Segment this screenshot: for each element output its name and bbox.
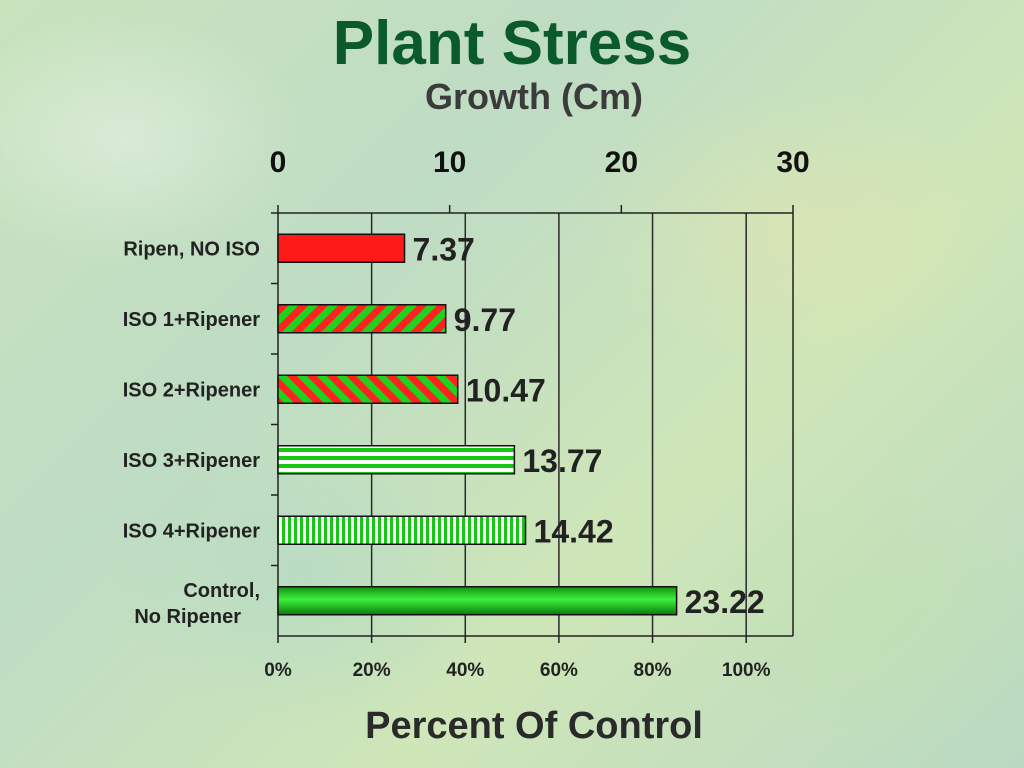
- category-labels: Ripen, NO ISO ISO 1+Ripener ISO 2+Ripener I…: [123, 238, 260, 628]
- bottom-tick-label: 20%: [353, 660, 391, 681]
- top-tick-label: 0: [270, 146, 287, 179]
- top-tick-label: 10: [433, 146, 466, 179]
- gridlines: [370, 213, 747, 636]
- value-label: 10.47: [466, 372, 546, 408]
- bottom-tick-label: 80%: [634, 660, 672, 681]
- category-label: ISO 3+Ripener: [123, 450, 260, 472]
- bottom-tick-label: 0%: [264, 660, 292, 681]
- top-tick-label: 30: [776, 146, 809, 179]
- bar: [277, 304, 447, 334]
- bars: [277, 233, 678, 616]
- bottom-axis-tick-labels: 0% 20% 40% 60% 80% 100%: [264, 660, 770, 681]
- category-label: ISO 2+Ripener: [123, 379, 260, 401]
- chart-title: Plant Stress: [333, 9, 691, 78]
- category-label: Ripen, NO ISO: [123, 238, 260, 260]
- chart-subtitle: Growth (Cm): [425, 76, 643, 117]
- category-label: ISO 1+Ripener: [123, 309, 260, 331]
- value-label: 13.77: [522, 443, 602, 479]
- bar: [277, 515, 527, 545]
- value-labels: 7.37 9.77 10.47 13.77 14.42 23.22: [413, 231, 765, 620]
- bar: [277, 586, 678, 616]
- bar: [277, 445, 516, 475]
- bottom-tick-label: 40%: [446, 660, 484, 681]
- top-axis-tick-labels: 0 10 20 30: [270, 146, 810, 179]
- value-label: 14.42: [534, 513, 614, 549]
- value-label: 23.22: [685, 584, 765, 620]
- value-label: 9.77: [454, 302, 516, 338]
- bottom-tick-label: 60%: [540, 660, 578, 681]
- top-tick-label: 20: [605, 146, 638, 179]
- value-label: 7.37: [413, 231, 475, 267]
- bar: [277, 233, 406, 263]
- chart-axes: [271, 205, 794, 643]
- category-label: Control, No Ripener: [134, 580, 260, 628]
- bottom-tick-label: 100%: [722, 660, 771, 681]
- x-axis-label: Percent Of Control: [365, 705, 703, 747]
- category-label: ISO 4+Ripener: [123, 520, 260, 542]
- bar: [277, 374, 459, 404]
